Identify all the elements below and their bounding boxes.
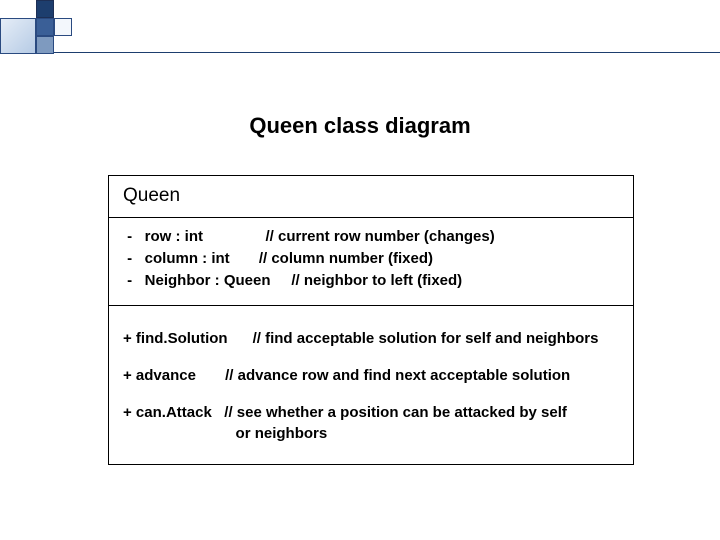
uml-operation-row: + advance // advance row and find next a… — [123, 365, 619, 386]
uml-operations: + find.Solution // find acceptable solut… — [109, 306, 633, 464]
slide-title: Queen class diagram — [0, 113, 720, 139]
uml-class-box: Queen - row : int // current row number … — [108, 175, 634, 465]
deco-square-large — [0, 18, 36, 54]
horizontal-rule — [54, 52, 720, 53]
deco-square-bottom — [36, 36, 54, 54]
corner-decoration — [0, 0, 110, 70]
uml-operation-row: + find.Solution // find acceptable solut… — [123, 328, 619, 349]
uml-class-name: Queen — [109, 176, 633, 218]
deco-square-mid — [36, 18, 54, 36]
uml-attribute-row: - column : int // column number (fixed) — [123, 248, 619, 270]
deco-square-top — [36, 0, 54, 18]
uml-attribute-row: - row : int // current row number (chang… — [123, 226, 619, 248]
uml-attributes: - row : int // current row number (chang… — [109, 218, 633, 306]
uml-attribute-row: - Neighbor : Queen // neighbor to left (… — [123, 270, 619, 292]
deco-square-right — [54, 18, 72, 36]
uml-operation-row: + can.Attack // see whether a position c… — [123, 402, 619, 444]
